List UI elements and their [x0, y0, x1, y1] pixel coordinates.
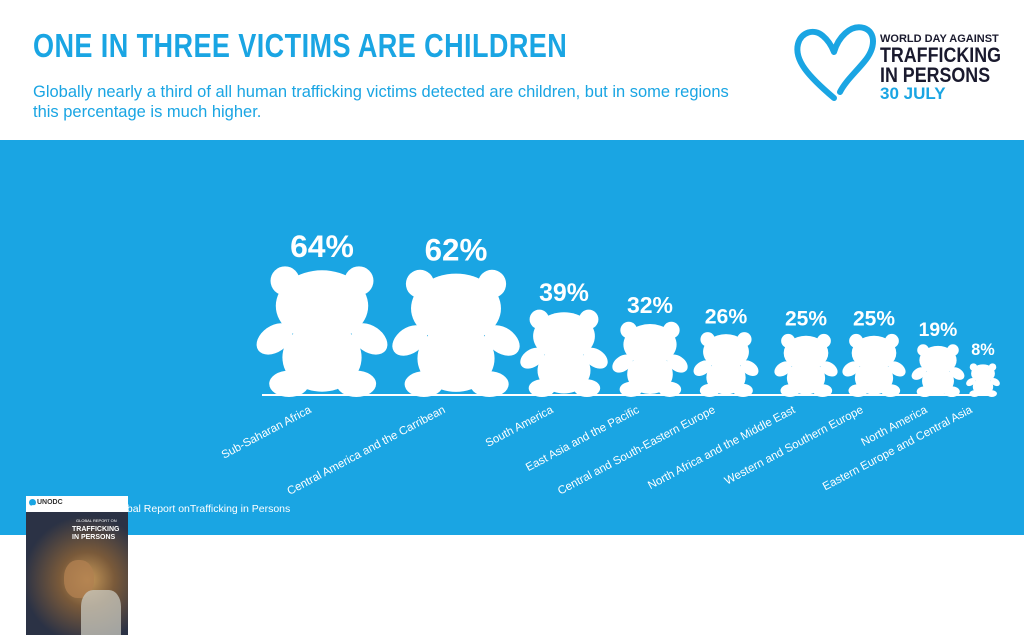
category-label: Central America and the Carribean	[285, 404, 447, 498]
teddy-bear-mark	[256, 266, 388, 397]
report-cover-cloth	[81, 590, 121, 635]
report-cover-line-3: IN PERSONS	[72, 534, 116, 541]
value-label: 62%	[425, 233, 488, 268]
report-cover-line-2: TRAFFICKING	[72, 526, 120, 533]
value-label: 19%	[919, 320, 958, 341]
value-label: 32%	[627, 292, 673, 318]
report-cover: UNODC GLOBAL REPORT ON TRAFFICKING IN PE…	[26, 496, 128, 635]
value-label: 39%	[539, 279, 589, 307]
teddy-bear-mark	[911, 344, 965, 397]
category-label: Sub-Saharan Africa	[220, 404, 314, 462]
heart-outline-icon	[794, 24, 876, 101]
value-label: 64%	[290, 228, 354, 264]
value-label: 8%	[971, 341, 994, 359]
logo-date: 30 JULY	[880, 84, 946, 103]
header: ONE IN THREE VICTIMS ARE CHILDREN Global…	[0, 0, 1024, 140]
report-cover-org: UNODC	[37, 499, 63, 506]
teddy-bear-mark	[774, 333, 838, 397]
teddy-bear-mark	[842, 333, 906, 397]
teddy-bear-mark	[519, 309, 609, 397]
value-label: 25%	[853, 307, 895, 330]
category-label: South America	[484, 404, 556, 450]
source-note: Source: UNODC Global Report onTraffickin…	[30, 503, 291, 515]
report-cover-header: UNODC	[26, 496, 128, 512]
teddy-bear-mark	[693, 332, 759, 397]
value-label: 26%	[705, 305, 748, 329]
teddy-bear-mark	[966, 363, 1000, 397]
event-logo: WORLD DAY AGAINST TRAFFICKING IN PERSONS…	[790, 14, 1020, 114]
chart: 64% Sub-Saharan Africa 62% Central America …	[220, 228, 1000, 498]
chart-panel: 64% Sub-Saharan Africa 62% Central America …	[0, 140, 1024, 635]
chart-marks: 64% Sub-Saharan Africa 62% Central America …	[220, 228, 1000, 498]
report-cover-line-1: GLOBAL REPORT ON	[76, 518, 117, 523]
logo-line-3: IN PERSONS	[880, 64, 991, 87]
page-subtitle: Globally nearly a third of all human tra…	[33, 83, 729, 121]
value-label: 25%	[785, 307, 827, 330]
category-label: Central and South-Eastern Europe	[556, 404, 717, 497]
page-title: ONE IN THREE VICTIMS ARE CHILDREN	[33, 27, 568, 64]
un-emblem-icon	[29, 499, 36, 506]
teddy-bear-mark	[391, 269, 521, 397]
logo-line-1: WORLD DAY AGAINST	[880, 33, 999, 45]
logo-line-2: TRAFFICKING	[880, 44, 1001, 67]
teddy-bear-mark	[612, 321, 688, 397]
